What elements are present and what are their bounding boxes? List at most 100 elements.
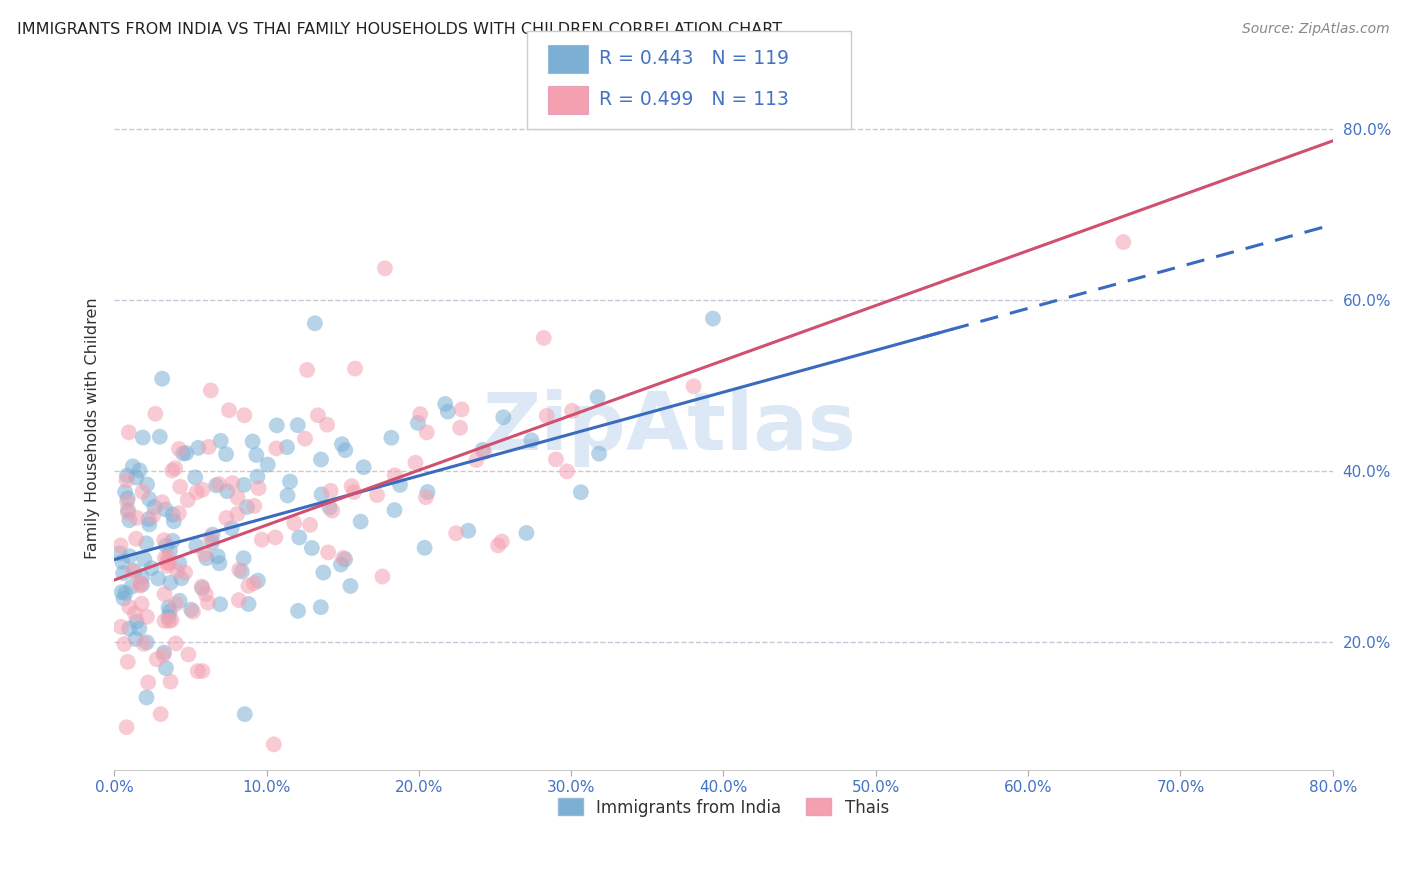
Point bbox=[163, 514, 186, 528]
Text: Atlas: Atlas bbox=[626, 389, 856, 467]
Point bbox=[124, 607, 146, 621]
Point bbox=[194, 547, 217, 561]
Point bbox=[312, 566, 335, 580]
Point bbox=[118, 549, 141, 564]
Point bbox=[371, 569, 394, 583]
Point bbox=[228, 563, 250, 577]
Point bbox=[125, 532, 148, 546]
Point bbox=[187, 441, 209, 455]
Point bbox=[309, 600, 332, 615]
Point bbox=[471, 442, 494, 457]
Point bbox=[197, 440, 219, 454]
Point bbox=[169, 594, 191, 608]
Point bbox=[159, 575, 181, 590]
Point bbox=[194, 587, 217, 601]
Point bbox=[250, 533, 273, 547]
Text: R = 0.443   N = 119: R = 0.443 N = 119 bbox=[599, 49, 789, 69]
Point bbox=[155, 539, 177, 553]
Point bbox=[136, 477, 159, 491]
Point bbox=[181, 605, 204, 619]
Point bbox=[388, 478, 411, 492]
Text: IMMIGRANTS FROM INDIA VS THAI FAMILY HOUSEHOLDS WITH CHILDREN CORRELATION CHART: IMMIGRANTS FROM INDIA VS THAI FAMILY HOU… bbox=[17, 22, 782, 37]
Point bbox=[165, 597, 187, 611]
Point bbox=[112, 637, 135, 651]
Point bbox=[180, 602, 202, 616]
Point bbox=[166, 564, 188, 578]
Point bbox=[118, 513, 141, 527]
Point bbox=[157, 600, 180, 615]
Point bbox=[287, 604, 309, 618]
Point bbox=[245, 448, 267, 462]
Point bbox=[555, 464, 578, 478]
Point bbox=[160, 613, 183, 627]
Point bbox=[264, 442, 287, 456]
Point bbox=[115, 468, 138, 483]
Point bbox=[195, 551, 218, 566]
Point bbox=[353, 460, 375, 475]
Point bbox=[215, 511, 238, 525]
Point bbox=[277, 488, 299, 502]
Point bbox=[457, 524, 479, 538]
Point bbox=[120, 580, 142, 594]
Point bbox=[186, 485, 208, 500]
Point bbox=[288, 531, 311, 545]
Point bbox=[177, 648, 200, 662]
Point bbox=[1112, 235, 1135, 249]
Point bbox=[344, 361, 367, 376]
Point bbox=[333, 552, 356, 566]
Point bbox=[157, 556, 180, 570]
Point bbox=[416, 485, 439, 500]
Point bbox=[172, 446, 194, 460]
Point bbox=[138, 512, 160, 526]
Point bbox=[339, 579, 361, 593]
Point bbox=[444, 526, 467, 541]
Point bbox=[218, 403, 240, 417]
Point bbox=[111, 555, 134, 569]
Point bbox=[405, 456, 427, 470]
Point bbox=[121, 565, 143, 579]
Point bbox=[110, 585, 132, 599]
Point bbox=[118, 599, 141, 614]
Point bbox=[238, 597, 260, 611]
Point bbox=[246, 574, 269, 588]
Point bbox=[316, 417, 339, 432]
Point bbox=[110, 620, 132, 634]
Point bbox=[157, 614, 180, 628]
Point bbox=[131, 577, 153, 591]
Point bbox=[278, 475, 301, 489]
Point bbox=[263, 737, 285, 751]
Point bbox=[247, 481, 270, 495]
Point bbox=[157, 610, 180, 624]
Point bbox=[520, 434, 543, 448]
Point bbox=[321, 503, 343, 517]
Point bbox=[304, 316, 326, 330]
Point bbox=[117, 491, 139, 506]
Point bbox=[110, 538, 132, 552]
Point bbox=[141, 561, 163, 575]
Point bbox=[231, 565, 253, 579]
Point bbox=[187, 664, 209, 678]
Point bbox=[149, 707, 172, 722]
Point bbox=[233, 409, 256, 423]
Point bbox=[307, 409, 329, 423]
Point bbox=[108, 546, 131, 560]
Point bbox=[201, 535, 224, 549]
Point bbox=[125, 615, 148, 629]
Point bbox=[200, 531, 222, 545]
Point bbox=[136, 609, 159, 624]
Point bbox=[125, 470, 148, 484]
Point bbox=[561, 404, 583, 418]
Point bbox=[413, 541, 436, 555]
Point bbox=[162, 508, 184, 522]
Point bbox=[169, 480, 191, 494]
Point bbox=[184, 470, 207, 484]
Point bbox=[209, 597, 232, 611]
Point bbox=[316, 545, 339, 559]
Point bbox=[287, 418, 309, 433]
Point bbox=[117, 506, 139, 520]
Point bbox=[191, 483, 214, 497]
Point bbox=[162, 533, 184, 548]
Point bbox=[153, 551, 176, 566]
Point bbox=[536, 409, 558, 423]
Point bbox=[114, 586, 136, 600]
